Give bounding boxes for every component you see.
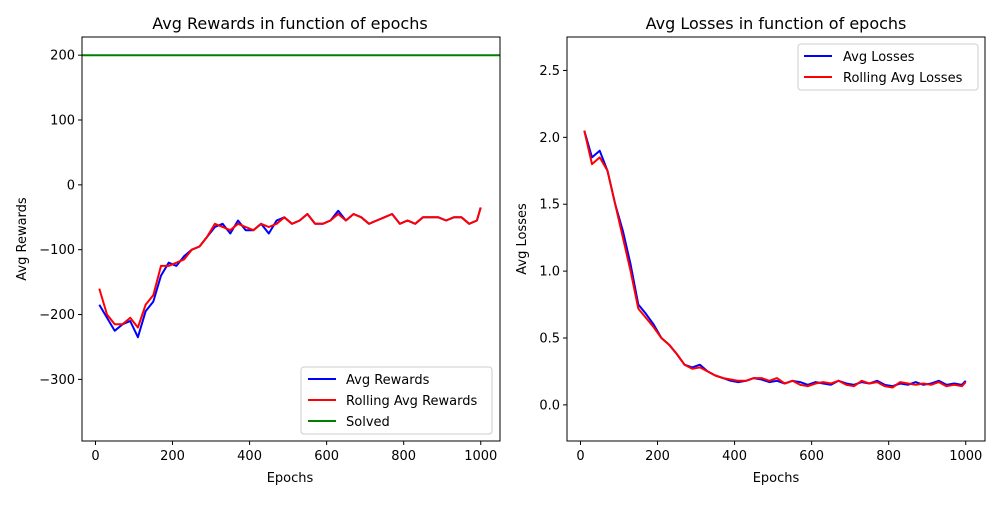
rewards-y-tick-label: 100: [50, 114, 75, 129]
rewards-x-tick-label: 600: [314, 449, 339, 464]
rewards-y-axis-label: Avg Rewards: [15, 197, 30, 281]
losses-x-tick-label: 400: [722, 449, 747, 464]
rewards-y-tick-label: −100: [39, 243, 75, 258]
losses-y-tick-label: 1.5: [539, 198, 560, 213]
rewards-series-lines: [82, 54, 500, 339]
losses-legend: Avg Losses Rolling Avg Losses: [797, 43, 979, 91]
rewards-x-tick-label: 200: [160, 449, 185, 464]
rewards-legend-label-avg: Avg Rewards: [346, 373, 430, 388]
losses-x-tick-label: 600: [799, 449, 824, 464]
rewards-x-tick-label: 800: [391, 449, 416, 464]
rewards-chart: Avg Rewards in function of epochs 0 200 40…: [15, 14, 501, 486]
losses-legend-label-rolling: Rolling Avg Losses: [843, 71, 963, 86]
rewards-y-tick-label: 200: [50, 49, 75, 64]
losses-legend-box: [797, 43, 979, 91]
rewards-axes-frame: [81, 36, 501, 442]
rewards-x-ticks: 0 200 400 600 800 1000: [91, 441, 497, 464]
losses-series-rolling-avg-losses: [583, 130, 967, 389]
rewards-series-rolling-avg-rewards: [98, 207, 482, 329]
losses-x-tick-label: 0: [576, 449, 584, 464]
losses-x-tick-label: 1000: [949, 449, 982, 464]
losses-y-tick-label: 2.0: [539, 131, 560, 146]
rewards-legend-label-solved: Solved: [346, 415, 390, 430]
losses-y-tick-label: 1.0: [539, 265, 560, 280]
losses-x-tick-label: 800: [876, 449, 901, 464]
rewards-y-tick-label: −300: [39, 373, 75, 388]
losses-series-lines: [583, 130, 967, 389]
rewards-legend-label-rolling: Rolling Avg Rewards: [346, 394, 477, 409]
rewards-legend-box: [300, 366, 493, 435]
losses-legend-label-avg: Avg Losses: [843, 50, 915, 65]
rewards-y-tick-label: −200: [39, 308, 75, 323]
losses-y-axis-label: Avg Losses: [515, 203, 530, 275]
rewards-x-tick-label: 1000: [464, 449, 497, 464]
losses-y-tick-label: 2.5: [539, 64, 560, 79]
losses-plot-area: [566, 36, 986, 442]
losses-y-ticks: 0.0 0.5 1.0 1.5 2.0 2.5: [539, 64, 567, 413]
losses-x-tick-label: 200: [645, 449, 670, 464]
losses-axes-frame: [566, 36, 986, 442]
rewards-y-tick-label: 0: [67, 178, 75, 193]
rewards-x-tick-label: 400: [237, 449, 262, 464]
losses-chart-title: Avg Losses in function of epochs: [646, 14, 907, 33]
losses-x-ticks: 0 200 400 600 800 1000: [576, 441, 982, 464]
rewards-x-axis-label: Epochs: [267, 471, 314, 486]
rewards-legend: Avg Rewards Rolling Avg Rewards Solved: [300, 366, 493, 435]
losses-series-avg-losses: [583, 130, 967, 388]
rewards-x-tick-label: 0: [91, 449, 99, 464]
rewards-y-ticks: −300 −200 −100 0 100 200: [39, 49, 82, 388]
losses-y-tick-label: 0.5: [539, 331, 560, 346]
losses-y-tick-label: 0.0: [539, 398, 560, 413]
losses-chart: Avg Losses in function of epochs 0 200 400…: [515, 14, 986, 486]
losses-x-axis-label: Epochs: [753, 471, 800, 486]
rewards-chart-title: Avg Rewards in function of epochs: [152, 14, 427, 33]
rewards-plot-area: [81, 36, 501, 442]
